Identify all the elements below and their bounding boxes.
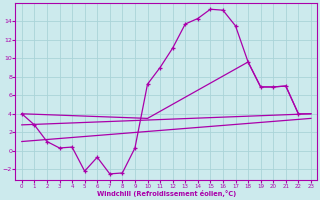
X-axis label: Windchill (Refroidissement éolien,°C): Windchill (Refroidissement éolien,°C): [97, 190, 236, 197]
